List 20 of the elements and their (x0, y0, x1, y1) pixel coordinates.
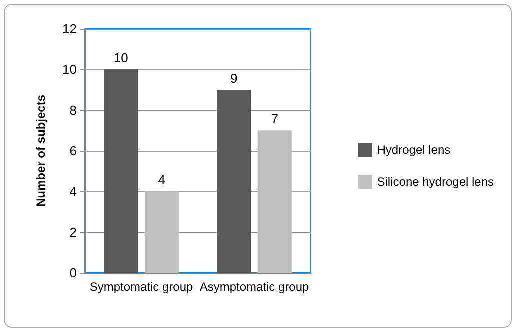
y-tick-label: 10 (62, 62, 77, 78)
y-tick-label: 4 (70, 184, 77, 200)
data-label: 4 (158, 172, 166, 188)
y-tick-label: 12 (62, 22, 77, 36)
bar (104, 70, 138, 273)
y-tick-label: 6 (70, 144, 77, 158)
bar (144, 192, 179, 273)
y-tick-label: 8 (70, 102, 77, 118)
legend-label: Hydrogel lens (377, 143, 451, 157)
data-label: 9 (230, 71, 238, 86)
x-tick-label: Symptomatic group (90, 280, 194, 294)
legend-label: Silicone hydrogel lens (377, 175, 494, 189)
bar (258, 130, 292, 273)
data-label: 10 (114, 50, 128, 66)
bar (217, 90, 252, 273)
x-tick-label: Asymptomatic group (200, 280, 310, 294)
data-label: 7 (271, 112, 279, 127)
y-axis-title: Number of subjects (34, 94, 48, 208)
y-tick-label: 0 (70, 266, 77, 280)
y-tick-label: 2 (70, 224, 77, 240)
